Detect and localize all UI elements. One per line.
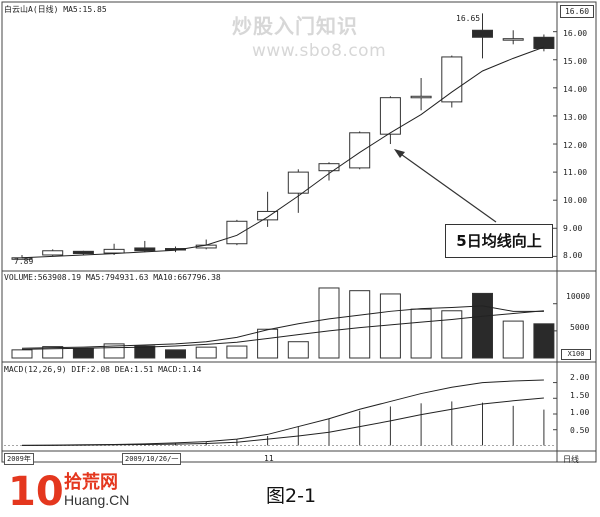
volume-tick: 5000 — [570, 323, 590, 332]
price-panel — [11, 13, 557, 260]
candle-up — [287, 171, 309, 194]
candle-up — [441, 56, 463, 103]
month-label: 11 — [264, 454, 274, 463]
candle-up — [226, 220, 248, 245]
macd-tick: 1.50 — [570, 391, 590, 400]
ma5-readout: MA5:15.85 — [63, 5, 107, 14]
volume-tick: 10000 — [566, 292, 591, 301]
macd-header: MACD(12,26,9) DIF:2.08 DEA:1.51 MACD:1.1… — [4, 365, 202, 374]
volume-bar — [441, 310, 463, 359]
volume-bar — [195, 346, 217, 359]
stock-title: 白云山A(日线) — [4, 5, 59, 14]
macd-panel — [4, 379, 557, 446]
price-tick: 12.00 — [563, 141, 588, 150]
price-tick: 15.00 — [563, 57, 588, 66]
high-price-label: 16.65 — [456, 14, 481, 23]
volume-unit-box: X100 — [561, 349, 591, 360]
candle-up — [349, 132, 371, 169]
watermark-title: 炒股入门知识 — [232, 14, 358, 38]
price-tick: 10.00 — [563, 196, 588, 205]
volume-bar — [349, 290, 371, 359]
candle-up — [502, 38, 524, 41]
candle-up — [410, 95, 432, 99]
volume-bar — [287, 341, 309, 359]
macd-tick: 2.00 — [570, 373, 590, 382]
candle-down — [533, 36, 555, 50]
volume-bar — [318, 287, 340, 359]
volume-bar — [42, 346, 64, 359]
volume-header: VOLUME:563908.19 MA5:794931.63 MA10:6677… — [4, 273, 221, 282]
macd-tick: 0.50 — [570, 426, 590, 435]
candle-up — [42, 250, 64, 256]
site-logo-number: 10 — [8, 469, 64, 515]
volume-bar — [165, 349, 186, 359]
dif-line — [21, 379, 544, 446]
year-label: 2009年 — [4, 453, 34, 465]
price-tick: 9.00 — [563, 224, 583, 233]
ma5-callout: 5日均线向上 — [445, 224, 553, 258]
candle-up — [257, 210, 279, 221]
watermark-url: www.sbo8.com — [252, 41, 387, 61]
site-logo-domain: Huang.CN — [64, 492, 130, 508]
volume-bar — [502, 320, 524, 359]
low-price-label: 7.89 — [14, 257, 34, 266]
candle-up — [103, 248, 125, 254]
volume-ma5-line — [21, 305, 544, 349]
volume-bar — [410, 308, 432, 359]
candle-down — [472, 29, 493, 38]
price-tick: 14.00 — [563, 85, 588, 94]
price-max-box: 16.60 — [560, 5, 594, 18]
volume-bar — [72, 348, 94, 359]
price-tick: 8.00 — [563, 251, 583, 260]
candle-down — [134, 247, 156, 252]
volume-bar — [472, 292, 493, 359]
candle-up — [379, 97, 401, 135]
period-label[interactable]: 日线 — [563, 455, 579, 464]
volume-panel — [11, 287, 557, 359]
price-tick: 11.00 — [563, 168, 588, 177]
site-logo-name: 拾荒网 — [64, 472, 118, 493]
volume-bar — [226, 345, 248, 359]
candle-up — [318, 163, 340, 172]
chart-header: 白云山A(日线) MA5:15.85 — [4, 4, 107, 15]
volume-bar — [134, 345, 156, 359]
volume-ma10-line — [21, 310, 544, 350]
callout-arrow — [394, 149, 497, 223]
stock-chart — [1, 1, 597, 463]
crosshair-date: 2009/10/26/一 — [122, 453, 182, 465]
price-tick: 16.00 — [563, 29, 588, 38]
ma5-line — [21, 46, 545, 259]
price-tick: 13.00 — [563, 113, 588, 122]
dea-line — [22, 397, 544, 446]
volume-bar — [257, 328, 279, 359]
volume-bar — [11, 349, 33, 359]
macd-tick: 1.00 — [570, 408, 590, 417]
candle-down — [72, 250, 94, 255]
figure-caption: 图2-1 — [266, 485, 317, 507]
volume-bar — [533, 323, 555, 359]
